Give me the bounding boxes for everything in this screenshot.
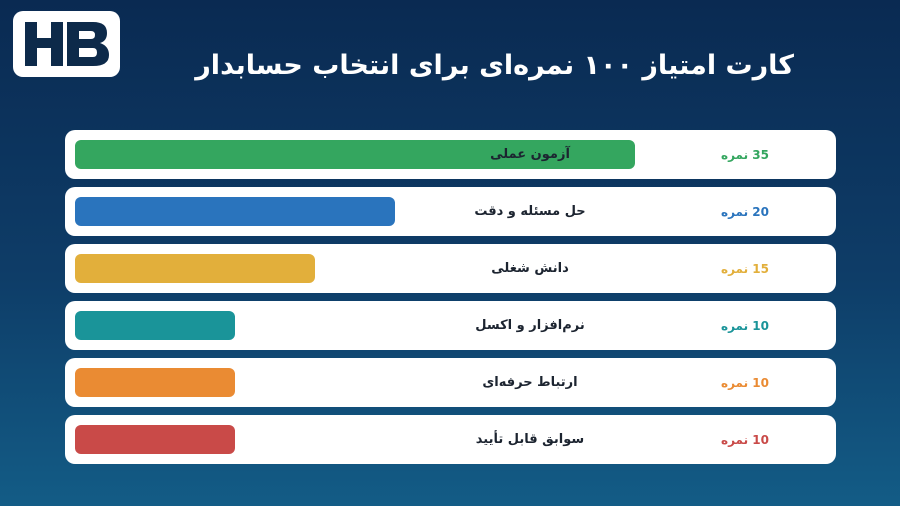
criterion-score: 15 نمره: [721, 262, 769, 276]
score-bar: [75, 254, 315, 283]
score-bar: [75, 197, 395, 226]
criterion-score: 20 نمره: [721, 205, 769, 219]
score-row: سوابق قابل تأیید 10 نمره: [65, 415, 836, 464]
criterion-label: آزمون عملی: [490, 147, 570, 162]
criterion-score: 35 نمره: [721, 148, 769, 162]
score-bar: [75, 311, 235, 340]
score-row: آزمون عملی 35 نمره: [65, 130, 836, 179]
scorecard-list: آزمون عملی 35 نمره حل مسئله و دقت 20 نمره دا…: [65, 130, 836, 472]
score-bar: [75, 368, 235, 397]
criterion-label: دانش شغلی: [491, 261, 569, 276]
criterion-score: 10 نمره: [721, 433, 769, 447]
score-row: حل مسئله و دقت 20 نمره: [65, 187, 836, 236]
criterion-score: 10 نمره: [721, 319, 769, 333]
criterion-score: 10 نمره: [721, 376, 769, 390]
criterion-label: نرم‌افزار و اکسل: [475, 318, 585, 333]
criterion-label: حل مسئله و دقت: [474, 204, 586, 219]
score-bar: [75, 425, 235, 454]
score-row: ارتباط حرفه‌ای 10 نمره: [65, 358, 836, 407]
score-bar: [75, 140, 635, 169]
score-row: نرم‌افزار و اکسل 10 نمره: [65, 301, 836, 350]
page-title: کارت امتیاز ۱۰۰ نمره‌ای برای انتخاب حساب…: [195, 50, 794, 81]
criterion-label: ارتباط حرفه‌ای: [482, 375, 578, 390]
criterion-label: سوابق قابل تأیید: [475, 432, 585, 447]
brand-logo: [13, 11, 120, 77]
hb-logo-icon: [25, 22, 109, 66]
score-row: دانش شغلی 15 نمره: [65, 244, 836, 293]
